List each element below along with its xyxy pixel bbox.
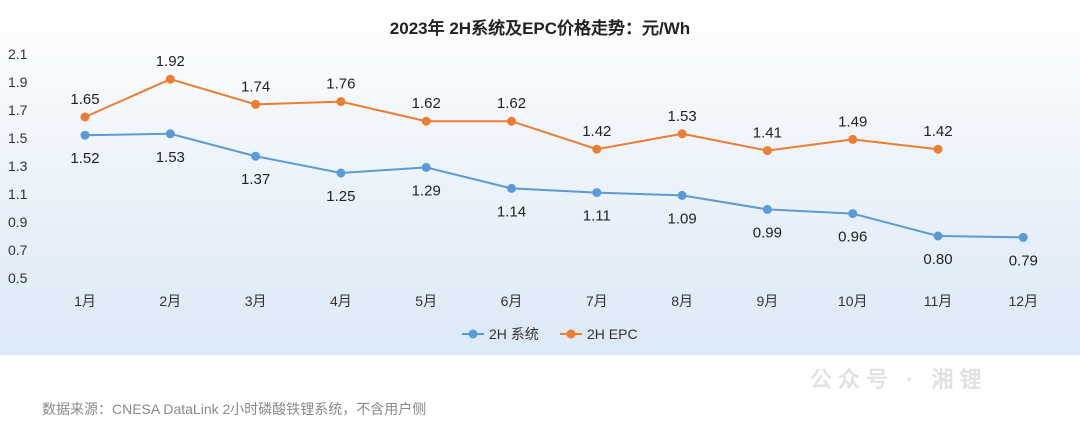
data-label: 1.92 (156, 53, 185, 70)
data-point (677, 190, 687, 200)
x-tick-label: 6月 (501, 293, 523, 309)
y-tick-label: 1.1 (8, 186, 28, 202)
y-tick-label: 1.7 (8, 102, 28, 118)
x-tick-label: 10月 (838, 293, 868, 309)
data-point (592, 188, 602, 198)
data-label: 1.41 (753, 125, 782, 142)
y-tick-label: 0.5 (8, 270, 28, 286)
y-tick-label: 1.3 (8, 158, 28, 174)
data-point (336, 97, 346, 107)
x-tick-label: 2月 (159, 293, 181, 309)
data-point (507, 183, 516, 193)
data-point (165, 74, 175, 84)
data-label: 1.29 (412, 182, 441, 199)
watermark: 公众号 · 湘锂 (810, 367, 988, 392)
data-point (336, 168, 346, 178)
data-point (251, 99, 261, 109)
data-label: 0.99 (753, 224, 782, 241)
data-point (848, 209, 858, 219)
data-point (251, 151, 261, 161)
x-tick-label: 5月 (415, 293, 437, 309)
data-label: 1.65 (70, 91, 99, 108)
data-point (933, 231, 943, 241)
line-chart: 2.1 1.9 1.7 1.5 1.3 1.1 0.9 0.7 0.5 1月 2月 3月 4月 5月 6月 7… (8, 46, 1039, 342)
y-tick-label: 0.9 (8, 214, 28, 230)
data-label: 1.25 (326, 188, 355, 205)
x-tick-label: 4月 (330, 293, 352, 309)
data-point (80, 112, 90, 122)
data-label: 1.09 (667, 210, 696, 227)
data-point (762, 204, 772, 214)
data-label: 1.42 (923, 123, 952, 140)
x-tick-label: 7月 (586, 293, 608, 309)
data-label: 1.62 (412, 95, 441, 112)
data-point (165, 129, 175, 139)
data-label: 1.76 (326, 76, 355, 93)
data-label: 1.11 (583, 208, 611, 225)
data-point (933, 144, 943, 154)
x-tick-label: 11月 (924, 293, 953, 309)
data-label: 1.62 (497, 95, 526, 112)
y-tick-label: 1.9 (8, 74, 28, 90)
data-label: 1.49 (838, 113, 867, 130)
data-point (677, 129, 687, 139)
x-tick-label: 1月 (74, 293, 96, 309)
data-point (592, 144, 602, 154)
data-label: 1.42 (582, 123, 611, 140)
legend-marker (566, 329, 576, 339)
data-label: 1.37 (241, 171, 270, 188)
data-point (80, 130, 90, 140)
y-tick-label: 1.5 (8, 130, 28, 146)
source-note: 数据来源：CNESA DataLink 2小时磷酸铁锂系统，不含用户侧 (42, 401, 427, 417)
legend-label: 2H 系统 (489, 326, 539, 342)
data-label: 1.53 (667, 108, 696, 125)
data-label: 0.96 (838, 229, 867, 246)
data-point (848, 134, 858, 144)
data-label: 1.14 (497, 203, 526, 220)
data-point (421, 116, 431, 126)
data-label: 1.52 (70, 150, 99, 167)
x-tick-label: 3月 (245, 293, 267, 309)
legend-marker (468, 329, 478, 339)
x-tick-label: 8月 (671, 293, 693, 309)
data-label: 1.74 (241, 78, 270, 95)
data-point (421, 162, 431, 172)
data-point (1018, 232, 1028, 242)
x-tick-label: 12月 (1009, 293, 1039, 309)
data-point (507, 116, 516, 126)
x-tick-label: 9月 (757, 293, 779, 309)
data-label: 1.53 (156, 149, 185, 166)
series-line-0 (84, 132, 1024, 239)
chart-title: 2023年 2H系统及EPC价格走势：元/Wh (389, 19, 691, 38)
legend-label: 2H EPC (587, 326, 638, 342)
y-tick-label: 2.1 (8, 46, 28, 62)
data-label: 0.80 (923, 251, 952, 268)
data-point (762, 146, 772, 156)
data-label: 0.79 (1009, 252, 1038, 269)
chart-panel: 2023年 2H系统及EPC价格走势：元/Wh 2.1 1.9 1.7 1.5 1.3 1… (0, 0, 1080, 355)
y-tick-label: 0.7 (8, 242, 28, 258)
series-line-1 (84, 78, 939, 152)
